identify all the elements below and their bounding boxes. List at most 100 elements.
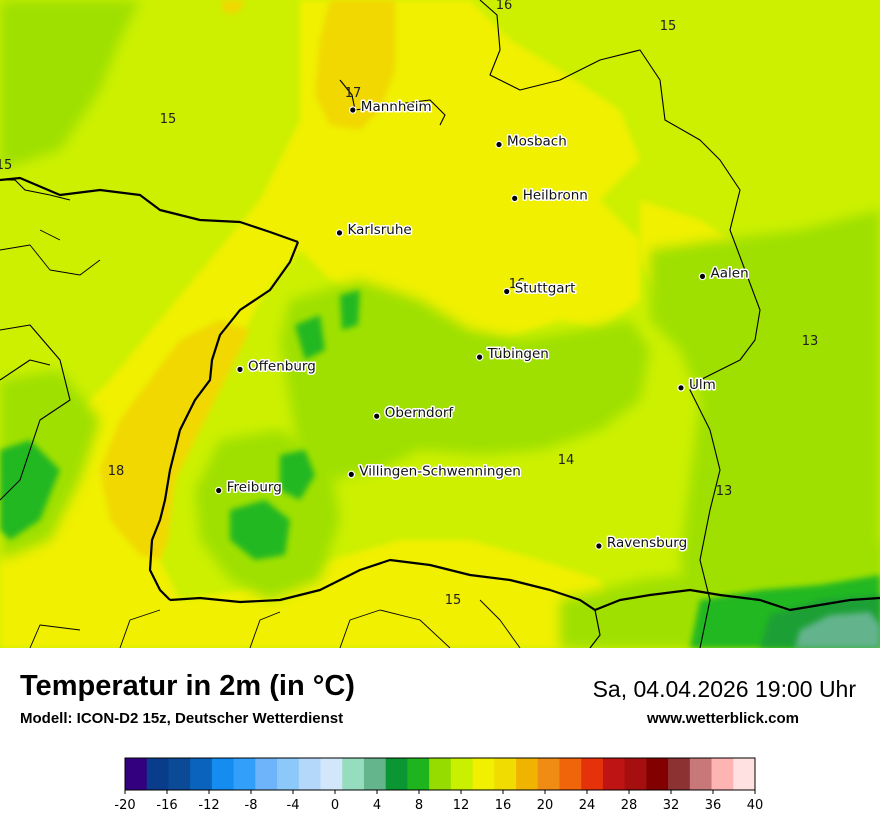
isotherm-label: 15 [660, 19, 677, 34]
zone-12-14-swabian-alb [280, 280, 650, 480]
zone-10-12-feldberg [230, 500, 290, 560]
city-marker [236, 365, 244, 374]
legend-tick-label: -8 [245, 798, 258, 813]
legend-tick-label: 28 [621, 798, 638, 813]
city-label: Stuttgart [515, 281, 576, 297]
legend-tick-label: 0 [331, 798, 339, 813]
border-swiss-cantons [29, 599, 521, 649]
state-border-hessen [339, 79, 446, 126]
legend-frame [124, 757, 756, 791]
map-title: Temperatur in 2m (in °C) [20, 670, 355, 702]
city-marker [677, 383, 685, 392]
zone-10-12-black-forest-mid [280, 450, 315, 500]
legend-swatch [581, 758, 604, 790]
legend-tick-label: 8 [415, 798, 423, 813]
legend-swatch [429, 758, 452, 790]
legend-swatch [342, 758, 365, 790]
border-austria-south [589, 609, 601, 649]
border-alsace-lorraine [0, 359, 51, 381]
city-marker [595, 542, 603, 550]
city-marker [348, 106, 357, 114]
legend-swatch [385, 758, 408, 790]
zone-12-14-west-north [0, 0, 140, 170]
city-marker [475, 353, 484, 361]
legend-tick-label: -12 [198, 798, 219, 813]
legend-tick-label: 32 [663, 798, 680, 813]
isotherm-label: 13 [802, 334, 819, 349]
map-footer: Temperatur in 2m (in °C) Modell: ICON-D2… [0, 648, 880, 830]
temperature-zones [0, 0, 880, 648]
city-label: Tübingen [487, 346, 549, 362]
city-label: Karlsruhe [348, 222, 412, 238]
isotherm-label: 14 [558, 453, 575, 468]
isotherm-label: 18 [108, 464, 125, 479]
model-source: Modell: ICON-D2 15z, Deutscher Wetterdie… [20, 710, 344, 727]
legend-swatch [320, 758, 343, 790]
legend-tick-label: -16 [156, 798, 177, 813]
map-canvas: 16 15 17 15 15 16 13 13 14 18 15 Mannhei… [0, 0, 880, 649]
zone-18-20-mannheim [315, 0, 395, 130]
zone-10-12-north-bf [295, 290, 360, 360]
city-markers: Mannheim Mosbach Heilbronn Karlsruhe Aalen St… [214, 98, 750, 553]
isotherm-label: 15 [0, 158, 12, 173]
legend-swatch [146, 758, 169, 790]
website-link[interactable]: www.wetterblick.com [647, 710, 799, 727]
legend-tick-label: -4 [287, 798, 300, 813]
city-label: Mosbach [507, 134, 567, 150]
state-border [479, 0, 761, 649]
city-label: Offenburg [248, 358, 316, 374]
legend-tick-label: 24 [579, 798, 596, 813]
city-label: Villingen-Schwenningen [359, 463, 521, 479]
isotherm-labels: 16 15 17 15 15 16 13 13 14 18 15 [0, 0, 818, 608]
zone-18-20-top [220, 0, 245, 14]
city-label: Freiburg [227, 480, 282, 496]
legend-swatch [298, 758, 321, 790]
city-marker [214, 486, 223, 495]
borders [0, 0, 880, 649]
zone-alps-snow [795, 612, 880, 648]
city-marker [347, 470, 356, 479]
temperature-map: 16 15 17 15 15 16 13 13 14 18 15 Mannhei… [0, 0, 880, 649]
legend-swatch [472, 758, 495, 790]
border-lake-constance [594, 588, 880, 612]
city-marker [698, 272, 707, 281]
city-marker [502, 287, 511, 296]
legend-swatch [646, 758, 669, 790]
legend-swatch [559, 758, 582, 790]
legend-swatch [537, 758, 560, 790]
isotherm-label: 13 [716, 484, 733, 499]
city-label: Mannheim [361, 99, 432, 115]
legend-tick-label: 4 [373, 798, 381, 813]
legend-swatch [125, 758, 148, 790]
legend-swatch [255, 758, 278, 790]
isotherm-label: 16 [496, 0, 513, 13]
legend-tick-label: -20 [114, 798, 135, 813]
legend-swatch [689, 758, 712, 790]
legend-tick-label: 40 [747, 798, 764, 813]
city-marker [372, 412, 381, 421]
border-france-internal [0, 324, 71, 501]
legend-tick-label: 36 [705, 798, 722, 813]
legend-tick-label: 16 [495, 798, 512, 813]
isotherm-label: 15 [160, 112, 177, 127]
border-switzerland [169, 558, 596, 611]
isotherm-label: 17 [345, 86, 362, 101]
city-label: Ravensburg [607, 535, 687, 551]
zone-12-14-east [650, 210, 880, 648]
border-rhine [148, 241, 300, 601]
border-west-region [0, 229, 101, 276]
legend-swatch [711, 758, 734, 790]
legend-swatch [624, 758, 647, 790]
legend-swatch [733, 758, 756, 790]
legend-swatch [516, 758, 539, 790]
legend-swatch [450, 758, 473, 790]
legend-swatch [668, 758, 691, 790]
city-label: Aalen [711, 265, 749, 281]
legend-swatch [277, 758, 300, 790]
border-france-germany-north [0, 176, 299, 244]
legend-swatch [602, 758, 626, 790]
legend-swatch [233, 758, 256, 790]
isotherm-label: 15 [445, 593, 462, 608]
legend-swatch [168, 758, 191, 790]
zone-18-20-rhine [100, 320, 250, 560]
